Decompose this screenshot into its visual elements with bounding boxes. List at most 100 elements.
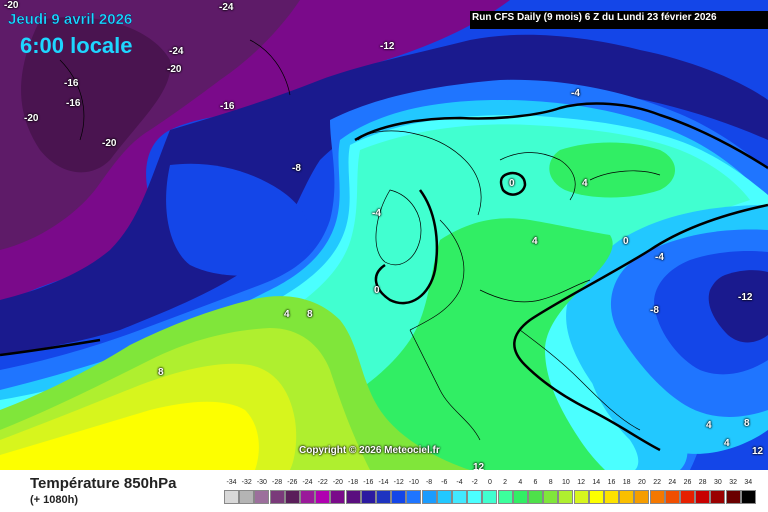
legend-tick-label: 6: [533, 479, 538, 486]
legend-swatch: [634, 490, 650, 504]
zero-isotherm-east: [513, 203, 768, 452]
isotherm-label: 0: [623, 236, 629, 247]
legend-tick-label: 16: [607, 479, 616, 486]
legend-swatch: [315, 490, 331, 504]
legend-tick-label: -26: [287, 479, 298, 486]
legend-swatch: [725, 490, 741, 504]
legend-swatch: [740, 490, 756, 504]
isotherm-label: 8: [158, 367, 164, 378]
legend-swatch: [558, 490, 574, 504]
legend-tick-label: -12: [393, 479, 404, 486]
legend-swatch: [649, 490, 665, 504]
legend-tick-label: -14: [378, 479, 389, 486]
legend-tick-label: -30: [256, 479, 267, 486]
legend-swatch: [680, 490, 695, 504]
isotherm-label: -4: [571, 88, 580, 99]
isotherm-label: -4: [655, 252, 664, 263]
legend-swatch: [224, 490, 239, 504]
run-info-box: [470, 11, 768, 29]
legend-tick-label: -34: [226, 479, 237, 486]
legend-tick-label: -24: [302, 479, 313, 486]
isotherm-label: -12: [380, 41, 395, 52]
legend-tick-label: 4: [518, 479, 523, 486]
isotherm-label: 12: [752, 446, 764, 457]
legend-tick-label: 2: [503, 479, 508, 486]
isotherm-label: -16: [66, 98, 81, 109]
legend-swatch: [345, 490, 361, 504]
isotherm-label: -24: [219, 2, 234, 13]
legend-swatch: [482, 490, 498, 504]
legend-swatch: [239, 490, 255, 504]
legend-tick-label: -6: [441, 479, 448, 486]
legend-swatch: [360, 490, 376, 504]
legend-swatch: [664, 490, 680, 504]
legend-tick-label: -4: [456, 479, 463, 486]
isotherm-label: -4: [372, 208, 381, 219]
legend-swatch: [604, 490, 619, 504]
legend-tick-label: -22: [317, 479, 328, 486]
legend-swatch: [254, 490, 270, 504]
legend-swatch: [284, 490, 300, 504]
legend-swatch: [497, 490, 513, 504]
isotherm-label: 4: [706, 420, 712, 431]
isotherm-label: 4: [284, 309, 290, 320]
isotherm-label: -8: [650, 305, 659, 316]
legend-swatch: [300, 490, 315, 504]
legend-swatch: [619, 490, 635, 504]
zero-isotherm-ocean: [0, 338, 101, 357]
map-title: Température 850hPa: [30, 475, 177, 492]
temperature-map: [0, 0, 768, 470]
legend-swatch: [528, 490, 543, 504]
legend-tick-label: 14: [592, 479, 601, 486]
isotherm-label: -20: [4, 0, 19, 11]
isotherm-label: 8: [744, 418, 750, 429]
navy-band: [0, 34, 768, 355]
cold-zone-core: [21, 16, 171, 173]
isotherm-label: -12: [738, 292, 753, 303]
legend-tick-label: 22: [653, 479, 661, 486]
legend-swatch: [406, 490, 422, 504]
legend-swatch: [573, 490, 589, 504]
legend-swatch: [695, 490, 711, 504]
legend-swatch: [376, 490, 391, 504]
forecast-date: Jeudi 9 avril 2026: [8, 11, 133, 28]
isotherm-label: -16: [220, 101, 235, 112]
legend-swatch: [543, 490, 559, 504]
legend-swatch: [467, 490, 483, 504]
isotherm-label: 4: [532, 236, 538, 247]
forecast-offset: (+ 1080h): [30, 494, 78, 506]
legend-swatch: [330, 490, 346, 504]
legend-tick-label: -2: [471, 479, 478, 486]
isotherm-label: -20: [167, 64, 182, 75]
legend-tick-label: -32: [241, 479, 252, 486]
legend-tick-label: -28: [272, 479, 283, 486]
legend-tick-label: 28: [698, 479, 707, 486]
legend-swatch: [452, 490, 467, 504]
legend-tick-label: 34: [744, 479, 753, 486]
copyright-notice: Copyright © 2026 Meteociel.fr: [299, 445, 440, 456]
legend-tick-label: 10: [561, 479, 570, 486]
legend-tick-label: -16: [363, 479, 374, 486]
isotherm-label: -8: [292, 163, 301, 174]
legend-tick-label: -10: [408, 479, 419, 486]
zero-contours: [0, 102, 768, 452]
coastlines: [59, 39, 661, 441]
legend-tick-label: -18: [348, 479, 359, 486]
legend-tick-label: 26: [683, 479, 692, 486]
legend-tick-label: 18: [622, 479, 631, 486]
zero-isotherm-iceland: [499, 171, 527, 196]
legend-tick-label: 32: [729, 479, 737, 486]
isotherm-label: 4: [582, 178, 588, 189]
east-cold-pool-deep: [708, 270, 768, 343]
green-north: [549, 142, 675, 198]
isotherm-label: -20: [102, 138, 117, 149]
legend-swatch: [512, 490, 528, 504]
isotherm-label: 12: [473, 462, 485, 473]
isotherm-label: 4: [724, 438, 730, 449]
legend-tick-label: 24: [668, 479, 677, 486]
isotherm-label: 0: [374, 285, 380, 296]
zero-isotherm-north: [354, 102, 768, 170]
blue-tongue: [166, 163, 311, 276]
legend-tick-label: 20: [637, 479, 646, 486]
